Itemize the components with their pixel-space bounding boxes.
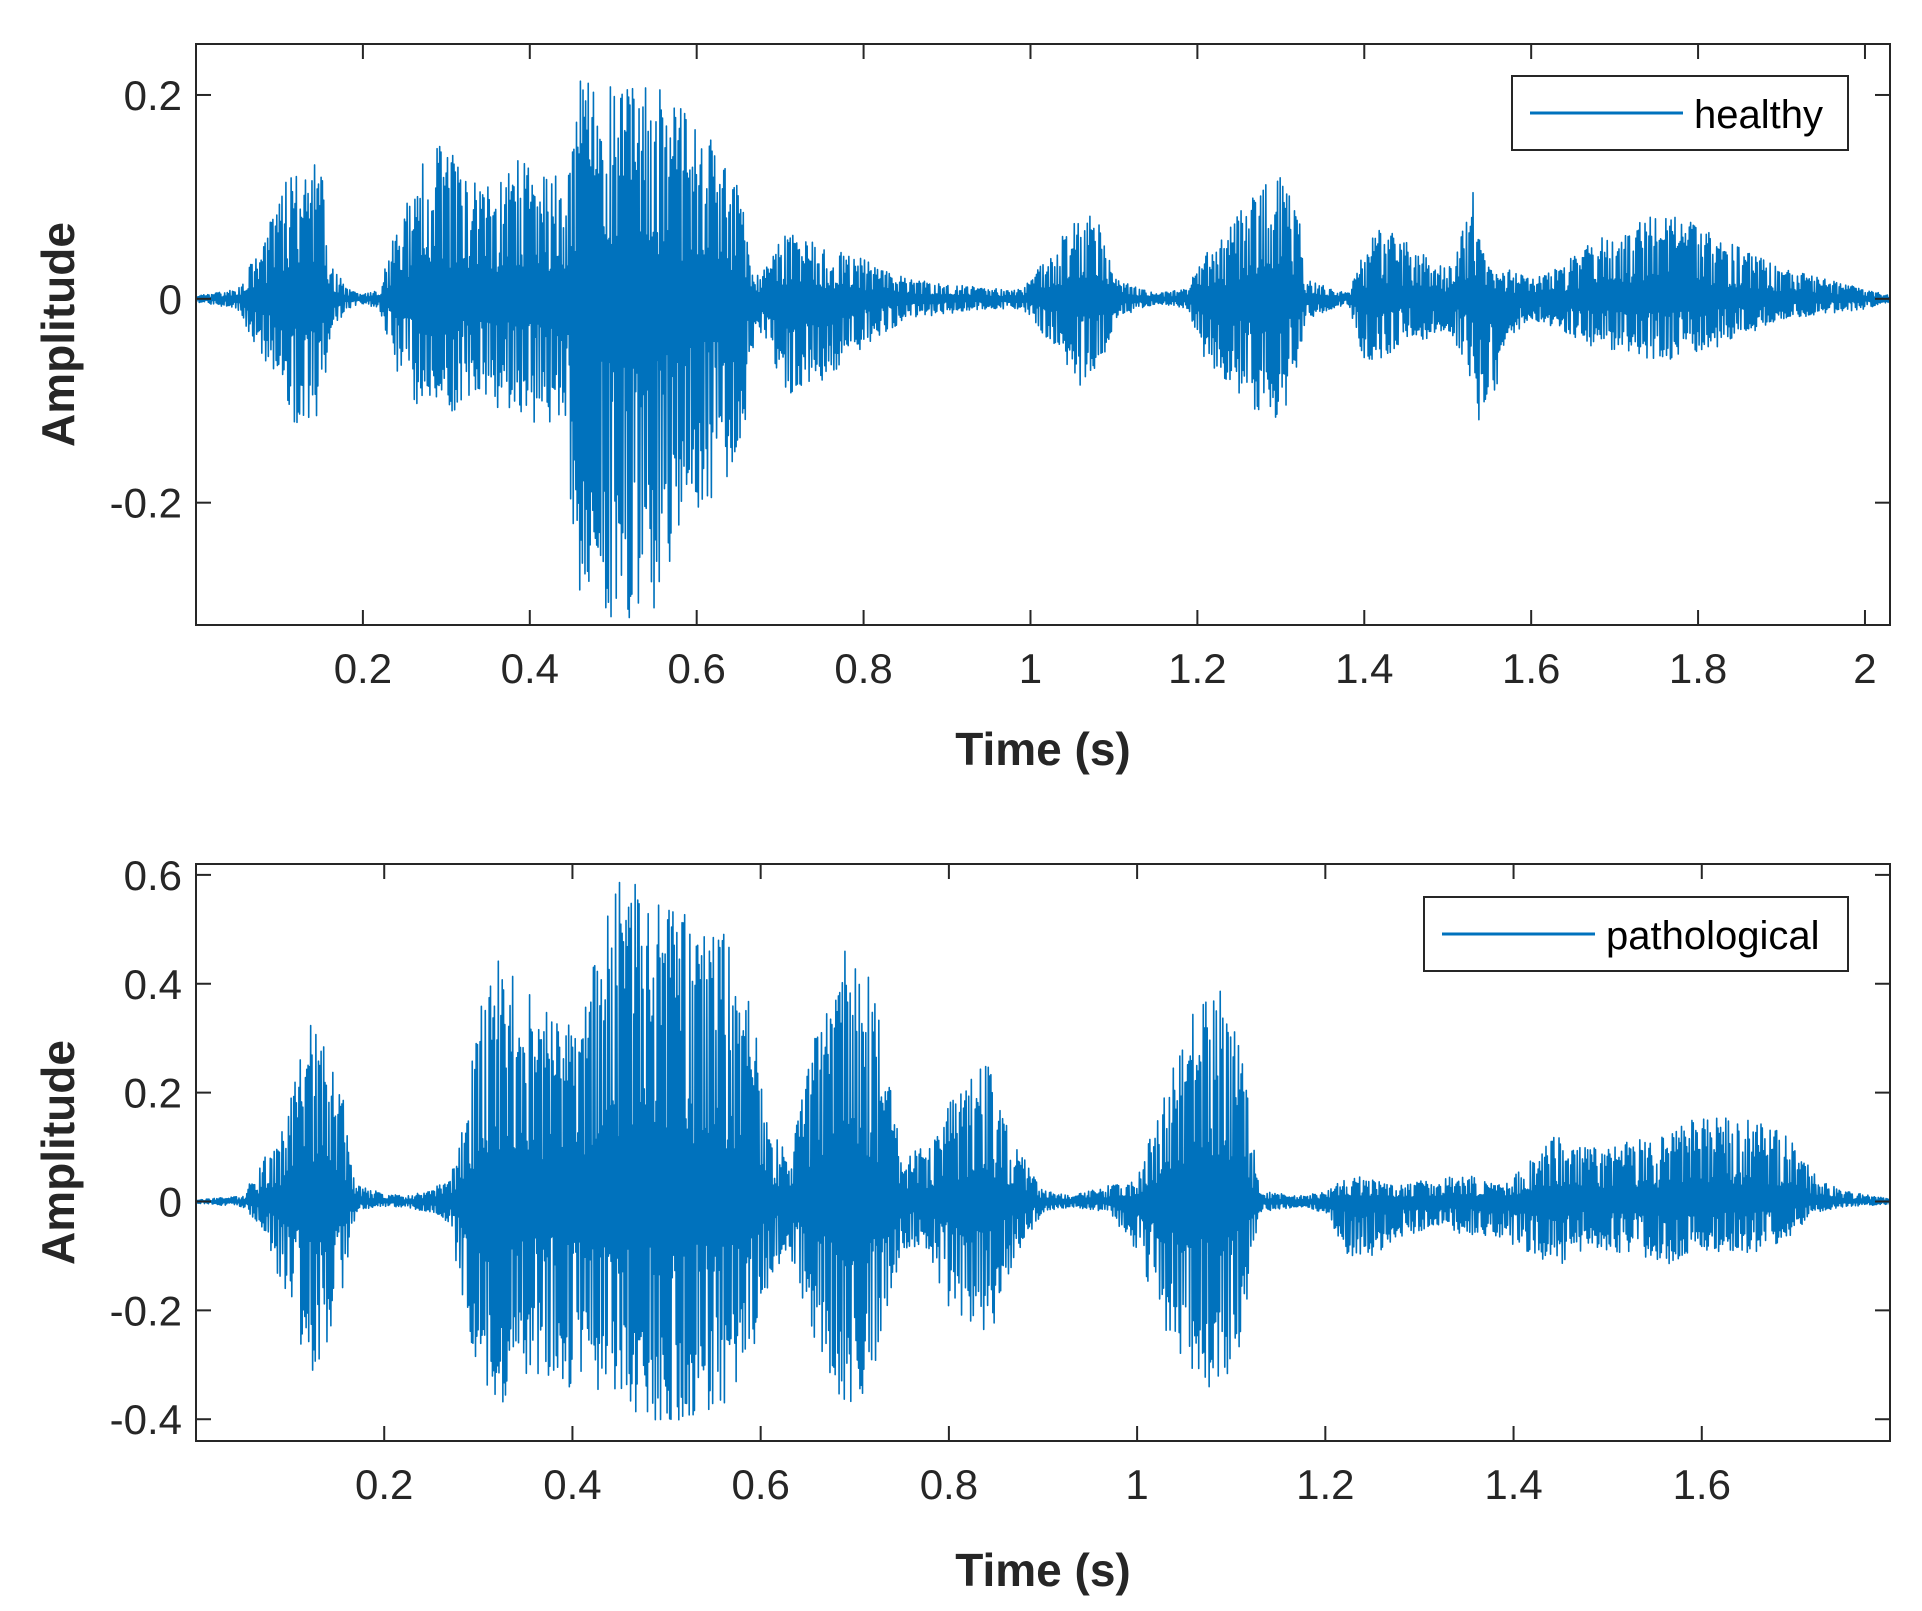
y-tick-label: 0.6 — [124, 852, 182, 899]
y-tick-label: 0.2 — [124, 72, 182, 119]
bottom-chart: 0.2 0.4 0.6 0.8 1 1.2 1.4 1.6 0.6 0.4 0.2 0 -0.2 -0.4… — [32, 852, 1891, 1596]
top-chart: 0.2 0.4 0.6 0.8 1 1.2 1.4 1.6 1.8 2 0.2 0 -0.2 Time … — [32, 43, 1891, 775]
x-tick-label: 1.8 — [1669, 645, 1727, 692]
plot-top — [196, 80, 1890, 619]
axes-box — [195, 863, 1891, 1442]
x-tick-label: 1.4 — [1335, 645, 1393, 692]
x-tick-label: 0.4 — [543, 1461, 601, 1508]
x-tick-label: 1.6 — [1502, 645, 1560, 692]
y-axis-title: Amplitude — [32, 1040, 84, 1265]
legend: pathological — [1423, 896, 1849, 972]
x-tick-label: 0.2 — [334, 645, 392, 692]
waveform-line-healthy — [196, 80, 1890, 619]
axes-box — [195, 43, 1891, 626]
y-tick-label: 0 — [159, 1178, 182, 1225]
y-tick-label: -0.4 — [110, 1396, 182, 1443]
plot-bottom — [196, 881, 1890, 1421]
x-axis-title: Time (s) — [955, 723, 1131, 775]
x-tick-label: 1 — [1019, 645, 1042, 692]
y-tick-label: -0.2 — [110, 480, 182, 527]
y-axis-title: Amplitude — [32, 222, 84, 447]
x-tick-label: 0.2 — [355, 1461, 413, 1508]
x-tick-label: 1.4 — [1484, 1461, 1542, 1508]
waveform-line-pathological — [196, 881, 1890, 1421]
x-tick-label: 0.6 — [731, 1461, 789, 1508]
ticks-bottom: 0.2 0.4 0.6 0.8 1 1.2 1.4 1.6 0.6 0.4 0.2 0 -0.2 -0.4 — [110, 852, 1890, 1508]
x-tick-label: 2 — [1853, 645, 1876, 692]
x-tick-label: 0.6 — [667, 645, 725, 692]
x-tick-label: 0.4 — [501, 645, 559, 692]
x-axis-title: Time (s) — [955, 1544, 1131, 1596]
y-tick-label: -0.2 — [110, 1287, 182, 1334]
x-tick-label: 1 — [1125, 1461, 1148, 1508]
y-tick-label: 0.4 — [124, 961, 182, 1008]
x-tick-label: 1.2 — [1168, 645, 1226, 692]
legend-label: healthy — [1694, 93, 1823, 137]
x-tick-label: 0.8 — [920, 1461, 978, 1508]
ticks-top: 0.2 0.4 0.6 0.8 1 1.2 1.4 1.6 1.8 2 0.2 0 -0.2 — [110, 44, 1890, 692]
x-tick-label: 0.8 — [834, 645, 892, 692]
legend: healthy — [1511, 75, 1849, 151]
x-tick-label: 1.6 — [1673, 1461, 1731, 1508]
legend-label: pathological — [1606, 914, 1820, 958]
y-tick-label: 0.2 — [124, 1070, 182, 1117]
x-tick-label: 1.2 — [1296, 1461, 1354, 1508]
y-tick-label: 0 — [159, 276, 182, 323]
